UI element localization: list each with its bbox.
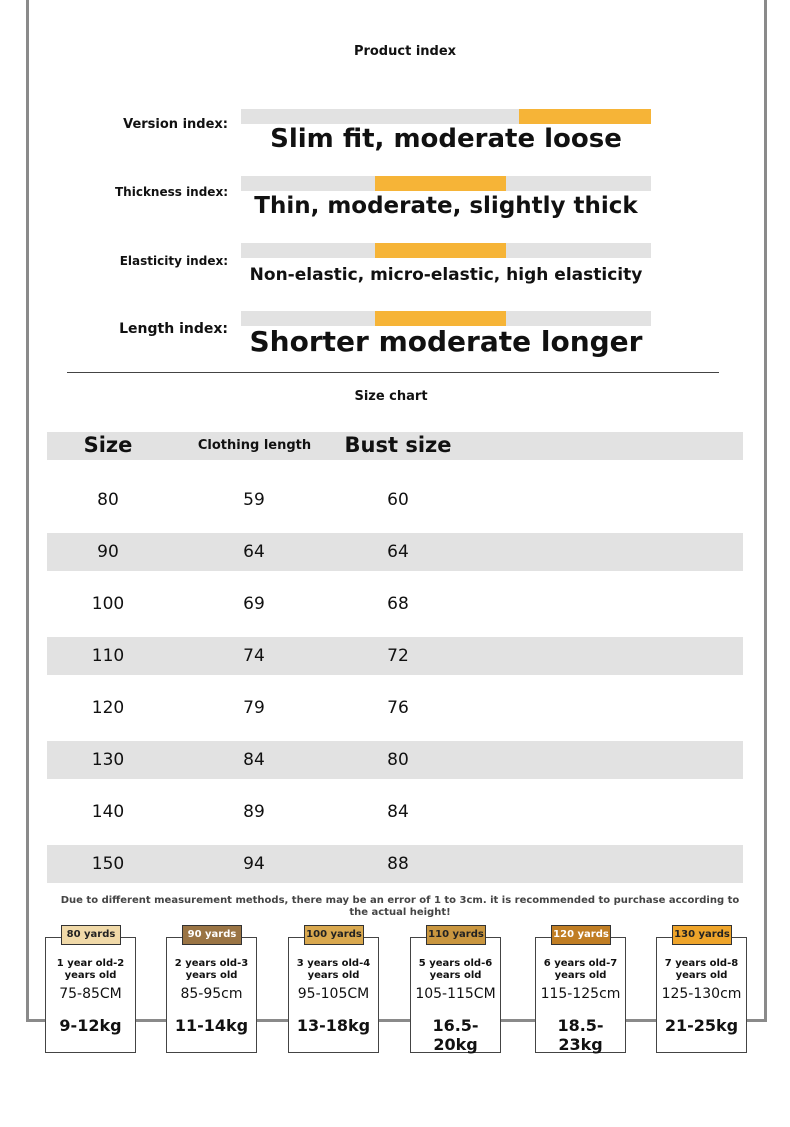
card-age: 5 years old-6 years old (418, 958, 493, 981)
size-card: 3 years old-4 years old 95-105CM 13-18kg (288, 937, 379, 1053)
size-tag: 120 yards (551, 925, 611, 945)
index-bar-fill (375, 311, 506, 326)
cell-bust-size: 88 (387, 854, 409, 874)
frame-bottom (26, 1019, 767, 1022)
size-card: 2 years old-3 years old 85-95cm 11-14kg (166, 937, 257, 1053)
index-bar-fill (375, 176, 506, 191)
cell-bust-size: 60 (387, 490, 409, 510)
index-bar-fill (375, 243, 506, 258)
card-height: 95-105CM (297, 986, 370, 1002)
index-bar (241, 109, 651, 124)
index-label: Version index: (123, 117, 228, 132)
size-tag: 130 yards (672, 925, 732, 945)
table-row: 90 64 64 (47, 533, 743, 571)
cell-clothing-length: 64 (243, 542, 265, 562)
card-weight: 21-25kg (664, 1016, 739, 1035)
cell-size: 100 (91, 594, 125, 614)
card-weight: 9-12kg (59, 1016, 122, 1035)
cell-size: 90 (97, 542, 119, 562)
card-weight: 11-14kg (174, 1016, 249, 1035)
index-label: Thickness index: (114, 185, 228, 199)
cell-clothing-length: 79 (243, 698, 265, 718)
card-height: 105-115CM (415, 986, 496, 1002)
cell-clothing-length: 74 (243, 646, 265, 666)
index-bar (241, 176, 651, 191)
card-age: 3 years old-4 years old (296, 958, 371, 981)
frame-left (26, 0, 29, 1022)
size-tag: 80 yards (61, 925, 121, 945)
index-bar-fill (518, 109, 651, 124)
index-label: Elasticity index: (119, 254, 228, 268)
cell-size: 140 (91, 802, 125, 822)
size-tag: 110 yards (426, 925, 486, 945)
size-tag: 100 yards (304, 925, 364, 945)
card-weight: 16.5-20kg (432, 1016, 479, 1054)
cell-size: 130 (91, 750, 125, 770)
card-weight: 13-18kg (296, 1016, 371, 1035)
size-table-header: Size Clothing length Bust size (47, 432, 743, 460)
size-card: 5 years old-6 years old 105-115CM 16.5-2… (410, 937, 501, 1054)
size-card: 1 year old-2 years old 75-85CM 9-12kg (45, 937, 136, 1053)
cell-clothing-length: 89 (243, 802, 265, 822)
table-row: 140 89 84 (47, 793, 743, 831)
card-height: 125-130cm (661, 986, 742, 1002)
card-age: 6 years old-7 years old (543, 958, 618, 981)
cell-bust-size: 72 (387, 646, 409, 666)
measurement-note: Due to different measurement methods, th… (60, 895, 740, 918)
header-clothing-length: Clothing length (197, 438, 312, 453)
card-age: 2 years old-3 years old (174, 958, 249, 981)
cell-size: 120 (91, 698, 125, 718)
index-description: Non-elastic, micro-elastic, high elastic… (249, 265, 643, 285)
frame-right (764, 0, 767, 1022)
table-row: 150 94 88 (47, 845, 743, 883)
product-index-title: Product index (353, 44, 457, 59)
card-height: 75-85CM (59, 986, 122, 1002)
size-chart-title: Size chart (354, 389, 428, 404)
table-row: 130 84 80 (47, 741, 743, 779)
cell-bust-size: 64 (387, 542, 409, 562)
cell-clothing-length: 69 (243, 594, 265, 614)
cell-bust-size: 84 (387, 802, 409, 822)
size-card: 7 years old-8 years old 125-130cm 21-25k… (656, 937, 747, 1053)
cell-clothing-length: 94 (243, 854, 265, 874)
header-bust-size: Bust size (344, 433, 452, 457)
cell-size: 110 (91, 646, 125, 666)
cell-size: 150 (91, 854, 125, 874)
index-description: Shorter moderate longer (249, 325, 643, 358)
cell-bust-size: 76 (387, 698, 409, 718)
card-weight: 18.5-23kg (557, 1016, 604, 1054)
cell-clothing-length: 59 (243, 490, 265, 510)
card-height: 85-95cm (180, 986, 243, 1002)
table-row: 110 74 72 (47, 637, 743, 675)
index-description: Thin, moderate, slightly thick (254, 193, 638, 219)
card-age: 1 year old-2 years old (56, 958, 125, 981)
index-description: Slim fit, moderate loose (270, 124, 622, 154)
card-height: 115-125cm (540, 986, 621, 1002)
size-card: 6 years old-7 years old 115-125cm 18.5-2… (535, 937, 626, 1054)
cell-bust-size: 68 (387, 594, 409, 614)
index-bar (241, 311, 651, 326)
cell-bust-size: 80 (387, 750, 409, 770)
header-size: Size (83, 433, 133, 457)
divider (67, 372, 719, 373)
index-label: Length index: (119, 321, 228, 337)
size-tag: 90 yards (182, 925, 242, 945)
cell-clothing-length: 84 (243, 750, 265, 770)
index-bar (241, 243, 651, 258)
card-age: 7 years old-8 years old (664, 958, 739, 981)
table-row: 120 79 76 (47, 689, 743, 727)
cell-size: 80 (97, 490, 119, 510)
table-row: 100 69 68 (47, 585, 743, 623)
table-row: 80 59 60 (47, 481, 743, 519)
